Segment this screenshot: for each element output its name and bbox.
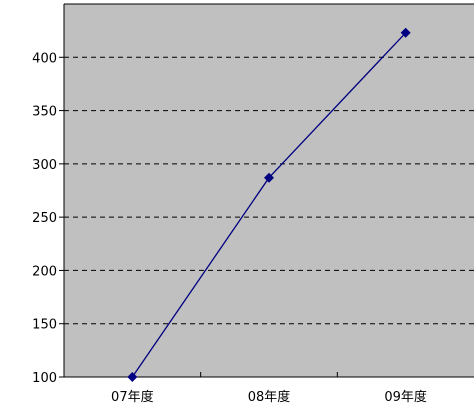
x-axis-tick-labels: 07年度 08年度 09年度 bbox=[111, 389, 427, 405]
plot-area bbox=[64, 4, 474, 377]
y-tick-label-250: 250 bbox=[32, 211, 57, 226]
series-group bbox=[127, 27, 411, 382]
x-tick-label-2: 09年度 bbox=[384, 389, 427, 405]
x-tick-label-0: 07年度 bbox=[111, 389, 154, 405]
y-tick-label-200: 200 bbox=[32, 264, 57, 279]
y-tick-label-300: 300 bbox=[32, 158, 57, 173]
y-tick-label-400: 400 bbox=[32, 51, 57, 66]
y-axis-tick-labels: 100 150 200 250 300 350 400 bbox=[32, 51, 57, 386]
y-tick-label-150: 150 bbox=[32, 318, 57, 333]
x-tick-label-1: 08年度 bbox=[248, 389, 291, 405]
y-tick-label-100: 100 bbox=[32, 371, 57, 386]
data-point-08年度 bbox=[264, 172, 274, 183]
data-point-09年度 bbox=[400, 27, 411, 38]
data-point-07年度 bbox=[127, 372, 138, 382]
y-tick-label-350: 350 bbox=[32, 105, 57, 120]
